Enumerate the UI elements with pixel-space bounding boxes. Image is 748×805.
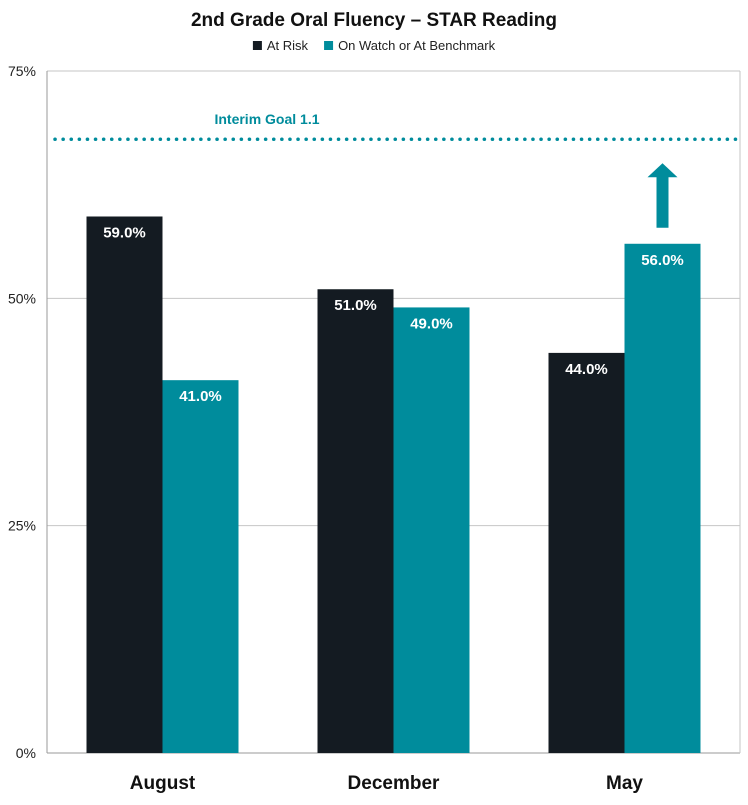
data-label-at-risk-december: 51.0% xyxy=(334,297,377,314)
bar-on-watch-or-at-benchmark-may xyxy=(624,243,701,754)
data-label-on-watch-or-at-benchmark-december: 49.0% xyxy=(410,315,453,332)
bar-at-risk-august xyxy=(86,216,163,753)
legend: At Risk On Watch or At Benchmark xyxy=(252,38,496,53)
legend-swatch-at-risk xyxy=(252,41,262,50)
legend-label-at-risk: At Risk xyxy=(267,38,309,53)
y-tick-label: 75% xyxy=(8,63,36,79)
legend-label-on-watch-or-at-benchmark: On Watch or At Benchmark xyxy=(338,38,496,53)
x-label-may: May xyxy=(606,773,643,794)
data-labels: 59.0% 41.0% 51.0% 49.0% 44.0% 56.0% xyxy=(103,224,684,405)
data-label-at-risk-may: 44.0% xyxy=(565,361,608,378)
y-axis-ticks: 0% 25% 50% 75% xyxy=(8,63,36,761)
data-label-at-risk-august: 59.0% xyxy=(103,224,146,241)
y-tick-label: 50% xyxy=(8,290,36,306)
x-label-december: December xyxy=(348,773,440,794)
data-label-on-watch-or-at-benchmark-may: 56.0% xyxy=(641,252,684,269)
bar-on-watch-or-at-benchmark-december xyxy=(393,307,470,753)
interim-goal-line: Interim Goal 1.1 xyxy=(53,111,742,141)
bar-on-watch-or-at-benchmark-august xyxy=(162,380,239,753)
chart-title: 2nd Grade Oral Fluency – STAR Reading xyxy=(191,10,557,31)
y-tick-label: 25% xyxy=(8,518,36,534)
annotations xyxy=(647,163,678,228)
bar-at-risk-may xyxy=(548,352,625,753)
bars xyxy=(86,216,701,754)
bar-at-risk-december xyxy=(317,289,394,753)
x-axis-labels: August December May xyxy=(130,773,644,794)
y-tick-label: 0% xyxy=(16,745,36,761)
up-arrow-icon xyxy=(647,163,678,228)
legend-swatch-on-watch-or-at-benchmark xyxy=(324,41,334,50)
interim-goal-label: Interim Goal 1.1 xyxy=(214,111,319,127)
x-label-august: August xyxy=(130,773,196,794)
data-label-on-watch-or-at-benchmark-august: 41.0% xyxy=(179,388,222,405)
